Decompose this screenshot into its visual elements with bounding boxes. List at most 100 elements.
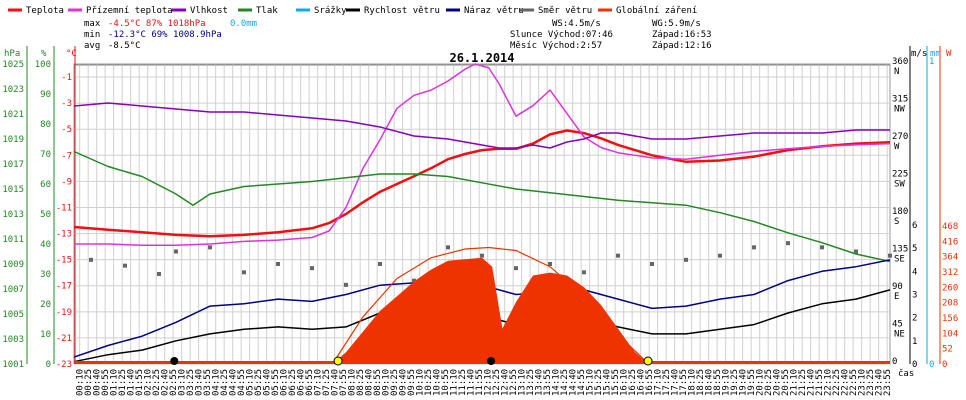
x-tick-label: 11:10 [450,369,460,396]
radiation-tick-label: 156 [942,314,958,324]
pressure-tick-label: 1015 [2,185,24,195]
pressure-tick-label: 1007 [2,285,24,295]
x-tick-label: 04:40 [229,369,239,396]
wind-direction-point [514,266,518,271]
series-line [73,150,891,263]
temperature-tick-label: -17 [56,282,72,292]
humidity-tick-label: 80 [40,120,51,130]
legend-label: Přízemní teplota [86,6,173,16]
temperature-tick-label: -23 [56,360,72,370]
x-tick-label: 23:25 [866,369,876,396]
wind-direction-point [684,257,688,262]
x-tick-label: 09:55 [407,369,417,396]
x-tick-label: 18:25 [696,369,706,396]
wind-direction-point [650,262,654,266]
stats-wg: WG:5.9m/s [652,19,701,29]
wind-direction-point [310,266,314,271]
stats-block: max -4.5°C 87% 1018hPa 0.0mm min -12.3°C… [84,19,712,51]
sunset-marker [643,356,653,366]
x-tick-label: 06:40 [297,369,307,396]
wind-dir-tick-label: 90 [892,282,903,292]
stats-sunset: Západ:16:53 [652,30,712,40]
wind-direction-point [718,253,722,258]
x-tick-label: 12:25 [492,369,502,396]
wind-direction-point [616,253,620,258]
pressure-tick-label: 1001 [2,360,24,370]
wind-dir-tick-label: 0 [892,357,897,367]
wind-dir-tick-label: 315 [892,95,908,105]
pressure-tick-label: 1025 [2,60,24,70]
wind-direction-point [446,245,450,250]
wind-speed-tick-label: 4 [912,267,917,277]
x-tick-label: 14:10 [552,369,562,396]
humidity-tick-label: 100 [35,60,51,70]
x-tick-label: 18:55 [713,369,723,396]
x-tick-label: 05:55 [271,369,281,396]
legend: Teplota Přízemní teplota Vlhkost Tlak Srážky… [8,6,697,16]
moonrise-marker [170,357,179,365]
humidity-unit: % [41,49,47,59]
x-tick-label: 12:40 [501,369,511,396]
x-tick-label: 07:55 [339,369,349,396]
x-tick-label: 07:25 [322,369,332,396]
stats-min-label: min [84,30,100,40]
temperature-tick-label: -15 [56,256,72,266]
series-line [73,129,891,238]
x-tick-label: 21:55 [815,369,825,396]
plot-area [73,63,892,366]
wind-direction-point [242,270,246,275]
x-tick-label: 13:55 [543,369,553,396]
stats-precip: 0.0mm [230,19,257,29]
x-tick-label: 17:55 [679,369,689,396]
x-tick-label: 22:55 [849,369,859,396]
temperature-tick-label: -3 [61,99,72,109]
x-tick-label: 23:40 [875,369,885,396]
x-tick-label: 12:55 [509,369,519,396]
stats-avg-values: -8.5°C [108,41,141,51]
x-tick-label: 00:10 [76,369,86,396]
temperature-tick-label: -21 [56,334,72,344]
radiation-tick-label: 364 [942,253,958,263]
x-tick-label: 10:10 [416,369,426,396]
wind-direction-point [344,282,348,287]
temperature-unit: °C [66,49,77,59]
moonset-marker [487,357,496,365]
wind-direction-point [174,249,178,254]
x-tick-label: 13:25 [526,369,536,396]
pressure-tick-label: 1005 [2,310,24,320]
wind-direction-point [480,253,484,258]
wind-direction-point [276,262,280,266]
x-tick-label: 15:10 [586,369,596,396]
x-tick-label: 11:55 [475,369,485,396]
wind-dir-tick-label: 360 [892,57,908,67]
precip-tick-label: 0 [929,360,934,370]
x-tick-label: 06:25 [288,369,298,396]
legend-label: Srážky [314,6,347,16]
stats-sun: Slunce Východ:07:46 [510,30,613,40]
x-tick-label: 14:25 [560,369,570,396]
wind-direction-point [208,245,212,250]
axis-units: hPa % °C m/s mm W čas [4,49,952,379]
x-tick-label: 09:40 [399,369,409,396]
x-tick-label: 15:55 [611,369,621,396]
wind-dir-tick-label: 270 [892,132,908,142]
x-tick-label: 15:25 [594,369,604,396]
x-tick-label: 20:25 [764,369,774,396]
x-tick-label: 06:55 [305,369,315,396]
legend-label: Globální záření [616,6,697,16]
wind-speed-tick-label: 0 [912,360,917,370]
wind-dir-compass-label: SE [894,255,905,265]
stats-min-values: -12.3°C 69% 1008.9hPa [108,30,222,40]
wind-direction-point [752,245,756,250]
precip-unit: mm [930,49,941,59]
temperature-tick-label: -13 [56,230,72,240]
x-tick-label: 06:10 [280,369,290,396]
series-line [73,102,890,149]
wind-dir-tick-label: 180 [892,207,908,217]
pressure-tick-label: 1023 [2,85,24,95]
x-tick-label: 21:40 [807,369,817,396]
wind-dir-compass-label: W [894,142,900,152]
x-tick-label: 08:10 [348,369,358,396]
legend-label: Náraz větru [464,6,524,16]
wind-dir-tick-label: 45 [892,320,903,330]
